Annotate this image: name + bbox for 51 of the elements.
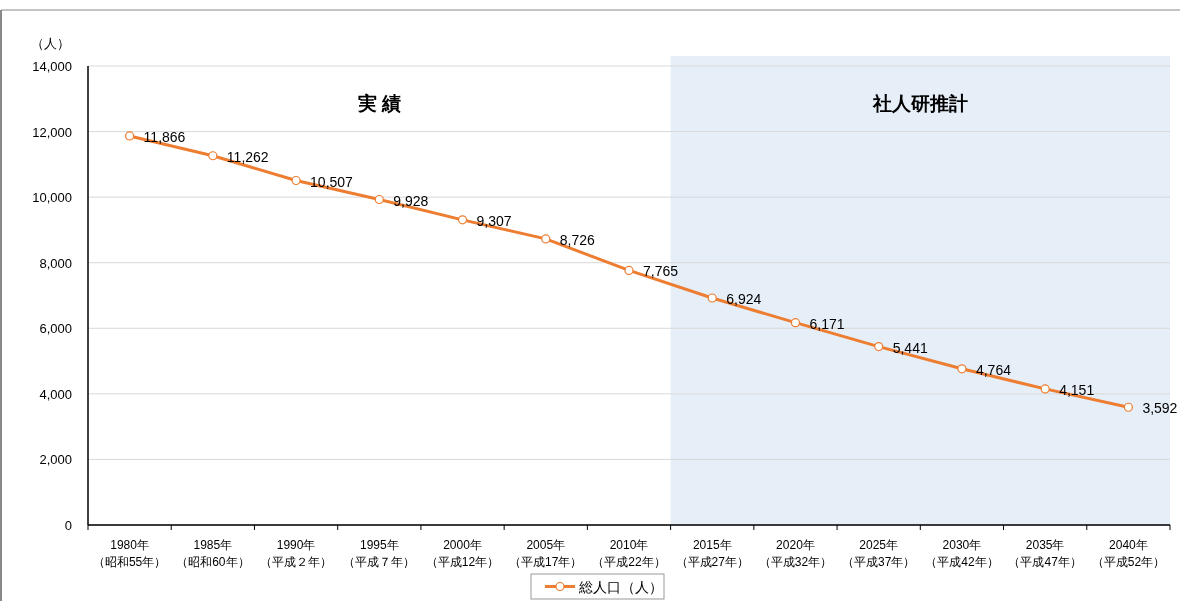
x-tick-label: 1985年（昭和60年） bbox=[176, 538, 250, 569]
point bbox=[1123, 402, 1133, 412]
data-label: 10,507 bbox=[310, 173, 354, 190]
point bbox=[874, 342, 884, 352]
y-tick-label: 2,000 bbox=[39, 452, 72, 468]
data-label: 6,171 bbox=[809, 315, 845, 332]
point bbox=[707, 293, 717, 303]
point bbox=[374, 194, 384, 205]
point bbox=[624, 265, 634, 276]
data-label: 11,866 bbox=[143, 128, 186, 145]
y-axis-title: （人） bbox=[30, 36, 70, 51]
data-label: 6,924 bbox=[726, 290, 762, 307]
x-tick-label: 2005年（平成17年） bbox=[509, 538, 583, 569]
legend-label: 総人口（人） bbox=[578, 578, 663, 595]
y-tick-label: 14,000 bbox=[32, 59, 72, 74]
y-tick-label: 0 bbox=[64, 518, 72, 533]
point bbox=[957, 364, 967, 374]
x-tick-label: 1995年（平成７年） bbox=[343, 538, 416, 569]
data-label: 11,262 bbox=[226, 148, 269, 165]
annotation: 実 績 bbox=[356, 93, 401, 114]
y-tick-label: 8,000 bbox=[39, 255, 72, 271]
x-tick-label: 2030年（平成42年） bbox=[925, 538, 999, 569]
point bbox=[541, 234, 551, 244]
x-tick-label: 2000年（平成12年） bbox=[425, 538, 500, 569]
point bbox=[1040, 384, 1050, 394]
x-tick-label: 2035年（平成47年） bbox=[1008, 538, 1082, 569]
x-tick-label: 1990年（平成２年） bbox=[260, 538, 333, 569]
data-label: 9,307 bbox=[476, 212, 512, 229]
data-label: 3,592 bbox=[1142, 400, 1178, 417]
y-tick-label: 4,000 bbox=[39, 386, 72, 402]
data-label: 4,151 bbox=[1059, 381, 1095, 398]
x-tick-label: 2010年（平成22年） bbox=[592, 538, 666, 569]
x-tick-label: 2020年（平成32年） bbox=[758, 538, 833, 569]
point bbox=[125, 131, 135, 141]
point bbox=[790, 318, 801, 328]
data-label: 9,928 bbox=[393, 192, 429, 209]
x-tick-label: 2040年（平成52年） bbox=[1091, 538, 1166, 569]
y-tick-label: 10,000 bbox=[32, 190, 72, 206]
x-tick-label: 1980年（昭和55年） bbox=[92, 538, 167, 569]
y-tick-label: 12,000 bbox=[32, 124, 72, 140]
point bbox=[208, 151, 218, 161]
data-label: 4,764 bbox=[975, 361, 1012, 378]
y-tick-label: 6,000 bbox=[39, 321, 72, 337]
data-label: 5,441 bbox=[892, 339, 928, 356]
data-label: 7,765 bbox=[643, 263, 679, 280]
data-label: 8,726 bbox=[559, 231, 596, 248]
point bbox=[457, 215, 468, 225]
band-label: 社人研推計 bbox=[871, 93, 968, 114]
point bbox=[291, 175, 301, 186]
x-tick-label: 2025年（平成37年） bbox=[842, 538, 916, 569]
x-tick-label: 2015年（平成27年） bbox=[675, 538, 749, 569]
